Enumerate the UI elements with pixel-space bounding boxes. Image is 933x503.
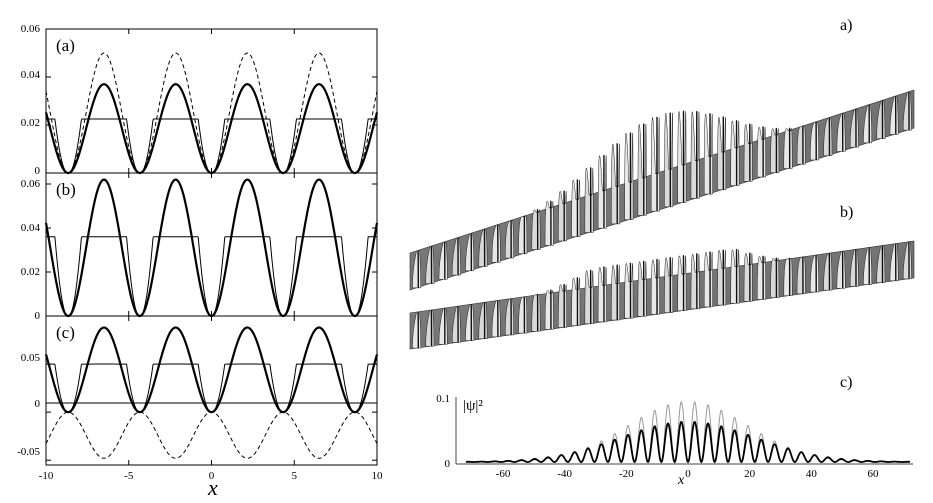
ridge-b-20 [678, 256, 686, 311]
profile-xtick-label-2: -20 [619, 468, 634, 480]
ridge-b-12 [572, 278, 580, 326]
left-figure: (a) (b) (c) 0 0.02 0.04 0.06 0 0.02 0.04… [17, 23, 383, 498]
profile-xtick-label-6: 60 [868, 468, 880, 480]
ridge-b-10 [545, 290, 553, 329]
profile-xtick-label-1: -40 [557, 468, 572, 480]
yb-tick-3: 0.06 [21, 178, 41, 190]
profile-series-0-line [466, 402, 910, 462]
profile-ytick-0: 0 [445, 458, 451, 470]
yb-tick-0: 0 [35, 310, 41, 322]
ridge-b-21 [691, 254, 699, 309]
yc-tick-0: -0.05 [17, 446, 40, 458]
ridge-a-27 [771, 128, 779, 172]
panel-0-series-0-line [46, 84, 377, 173]
panel-a-frame [46, 29, 377, 173]
ridge-a-23 [717, 117, 725, 190]
x-axis-label: x [207, 475, 218, 498]
profile-curves [466, 402, 910, 462]
panel-profile-label: c) [840, 374, 852, 391]
panel-2-series-2-line [46, 412, 377, 458]
yb-tick-2: 0.04 [21, 222, 41, 234]
ridge-b-24 [731, 250, 739, 304]
panel-3d-b-label: b) [840, 204, 853, 221]
profile-xtick-label-0: -60 [496, 468, 511, 480]
ya-tick-1: 0.02 [21, 117, 40, 129]
xc-tick-1: -5 [124, 470, 134, 482]
panel-1-series-1-line [46, 237, 377, 316]
right-figure: a) b) c) 0 0.1 |ψ|² -60 -40 -20 0 20 40 60 x [410, 17, 914, 488]
ridge-a-26 [757, 127, 765, 177]
ridge-a-18 [651, 117, 659, 211]
panel-1-series-0-line [46, 180, 377, 316]
ridge-a-14 [598, 156, 606, 229]
ridge-a-16 [625, 133, 633, 220]
ridge-b-27 [771, 258, 779, 297]
ridge-a-11 [558, 191, 566, 241]
ridge-b-15 [611, 265, 619, 320]
panel-2-series-0-line [46, 328, 377, 413]
ya-tick-0: 0 [35, 165, 41, 177]
panel-c-label: (c) [56, 323, 75, 342]
ridge-a-19 [664, 113, 672, 207]
xc-tick-3: 5 [292, 470, 298, 482]
yb-tick-1: 0.02 [21, 266, 40, 278]
panel-b-label: (b) [56, 180, 76, 199]
profile-xlabel: x [677, 473, 685, 488]
ridge-b-13 [585, 270, 593, 323]
ridge-a-12 [572, 180, 580, 237]
ridge-a-9 [532, 210, 540, 250]
profile-x-ticks: -60 -40 -20 0 20 40 60 [496, 468, 879, 480]
ridge-a-22 [704, 114, 712, 194]
ridge-b-26 [757, 256, 765, 299]
xc-tick-0: -10 [39, 470, 54, 482]
ridge-b-16 [625, 263, 633, 318]
ridge-b-17 [638, 261, 646, 316]
panel-3d-a-label: a) [840, 17, 852, 34]
ridge-a-10 [545, 201, 553, 245]
ridge-b-25 [744, 253, 752, 301]
ridge-b-28 [784, 259, 792, 296]
ridge-b-22 [704, 252, 712, 307]
yc-tick-2: 0.05 [21, 352, 41, 364]
ridge-a-24 [731, 121, 739, 186]
left-curves [46, 53, 377, 458]
ridge-a-13 [585, 168, 593, 233]
profile-ylabel: |ψ|² [463, 398, 483, 414]
panel-2-series-1-line [46, 364, 377, 412]
ridge-a-28 [784, 128, 792, 168]
ridge-b-9 [532, 294, 540, 331]
profile-xtick-label-5: 40 [806, 468, 818, 480]
profile-series-1-line [466, 422, 910, 462]
profile-ytick-1: 0.1 [436, 393, 450, 405]
ridge-a-21 [691, 112, 699, 199]
ridge-b-19 [664, 258, 672, 313]
ridge-a-15 [611, 144, 619, 224]
panel-0-series-2-line [46, 119, 377, 173]
profile-xtick-label-3: 0 [685, 468, 691, 480]
panel-a-label: (a) [56, 36, 75, 55]
ridge-a-8 [519, 216, 527, 253]
ridge-a-25 [744, 124, 752, 181]
xc-tick-4: 10 [372, 470, 384, 482]
ridge-a-17 [638, 124, 646, 215]
ridge-b-11 [558, 285, 566, 328]
profile-xtick-label-4: 20 [744, 468, 756, 480]
ridge-a-20 [678, 111, 686, 202]
ridge-b-23 [717, 250, 725, 305]
ridge-b-18 [651, 260, 659, 315]
ya-tick-3: 0.06 [21, 23, 41, 35]
ridge-a-29 [797, 126, 805, 164]
ya-tick-2: 0.04 [21, 69, 41, 81]
yc-tick-1: 0 [35, 398, 41, 410]
panel-0-series-1-line [46, 53, 377, 173]
ridge-b-14 [598, 267, 606, 322]
